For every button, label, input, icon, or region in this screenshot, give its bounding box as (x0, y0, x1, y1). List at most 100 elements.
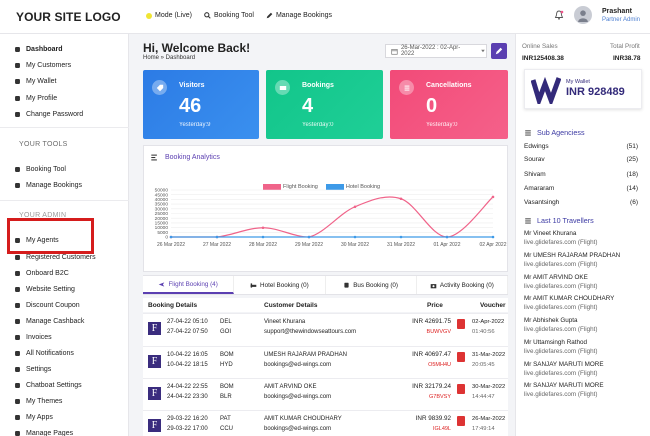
chart-legend: Flight Booking Hotel Booking (263, 184, 380, 190)
user-menu[interactable]: Prashant Partner Admin (602, 7, 640, 24)
list-item[interactable]: Mr AMIT KUMAR CHOUDHARY live.glidefares.c… (524, 294, 614, 312)
list-item[interactable]: Mr Abhishek Gupta live.glidefares.com (Fl… (524, 316, 598, 334)
sidebar-item-my-apps[interactable]: My Apps (14, 412, 53, 422)
data-point[interactable] (261, 235, 265, 239)
customer-email: support@thewindowseattours.com (264, 329, 357, 335)
sidebar-item-chatboat-settings[interactable]: Chatboat Settings (14, 380, 82, 390)
tab-flight-booking[interactable]: Flight Booking (4) (143, 276, 235, 294)
pdf-icon[interactable] (457, 384, 465, 394)
sidebar-item-registered-customers[interactable]: Registered Customers (14, 252, 96, 262)
data-point[interactable] (353, 205, 357, 209)
data-point[interactable] (399, 197, 403, 201)
pnr-code[interactable]: O5MH4U (428, 362, 451, 368)
data-point[interactable] (215, 235, 219, 239)
mode-live-toggle[interactable]: Mode (Live) (146, 12, 192, 19)
pnr-code[interactable]: IGL49L (432, 426, 451, 432)
sidebar-item-invoices[interactable]: Invoices (14, 332, 52, 342)
tab-activity-booking[interactable]: Activity Booking (0) (417, 276, 508, 294)
sidebar-item-manage-pages[interactable]: Manage Pages (14, 428, 73, 436)
booking-price: INR 9839.92 (415, 415, 451, 422)
legend-hotel[interactable]: Hotel Booking (325, 184, 380, 190)
bell-icon[interactable] (554, 10, 564, 20)
pdf-icon[interactable] (457, 319, 465, 329)
breadcrumb[interactable]: Home » Dashboard (143, 55, 196, 61)
data-point[interactable] (445, 235, 449, 239)
wallet-card[interactable]: My Wallet INR 928489 (524, 69, 642, 109)
avatar[interactable] (573, 6, 592, 24)
table-row[interactable]: F 24-04-22 22:55 24-04-22 23:30 BOM BLR AMIT … (143, 378, 508, 411)
data-point[interactable] (307, 235, 311, 239)
sidebar-item-dashboard[interactable]: Dashboard (14, 44, 63, 54)
user-name: Prashant (601, 7, 632, 15)
sidebar-item-my-profile[interactable]: My Profile (14, 93, 57, 103)
sidebar-item-onboard-b2c[interactable]: Onboard B2C (14, 268, 69, 278)
sidebar-item-my-wallet[interactable]: My Wallet (14, 76, 56, 86)
booking-tool-link[interactable]: Booking Tool (204, 12, 254, 19)
tab-bus-booking[interactable]: Bus Booking (0) (326, 276, 417, 294)
traveller-site: live.glidefares.com (Flight) (524, 348, 598, 355)
list-item[interactable]: Sourav (25) (524, 156, 638, 163)
table-row[interactable]: F 10-04-22 16:05 10-04-22 18:15 BOM HYD UMESH… (143, 346, 508, 379)
sidebar-item-manage-bookings[interactable]: Manage Bookings (14, 180, 82, 190)
pnr-code[interactable]: BUWVGV (426, 329, 451, 335)
sidebar-item-booking-tool[interactable]: Booking Tool (14, 164, 66, 174)
list-item[interactable]: Edwings (51) (524, 143, 638, 150)
sidebar-item-my-agents[interactable]: My Agents (14, 235, 59, 245)
legend-flight[interactable]: Flight Booking (263, 184, 318, 190)
pnr-code[interactable]: G7BVSY (428, 394, 451, 400)
traveller-name: Mr Vineet Khurana (524, 230, 577, 237)
site-logo[interactable]: YOUR SITE LOGO (16, 10, 121, 24)
data-point[interactable] (399, 235, 403, 239)
tab-hotel-booking[interactable]: Hotel Booking (0) (234, 276, 326, 294)
list-item[interactable]: Mr Vineet Khurana live.glidefares.com (Fl… (524, 229, 598, 247)
pdf-icon[interactable] (457, 416, 465, 426)
origin-code: BOM (220, 352, 234, 358)
destination-code: CCU (220, 426, 233, 432)
data-point[interactable] (491, 195, 495, 199)
sidebar-item-settings[interactable]: Settings (14, 364, 51, 374)
card-label: Cancellations (426, 82, 472, 89)
cancellations-card[interactable]: Cancellations 0 Yesterday:0 (390, 70, 508, 139)
customer-email: bookings@ed-wings.com (264, 394, 332, 400)
sidebar-item-website-setting[interactable]: Website Setting (14, 284, 75, 294)
total-profit-label: Total Profit (610, 43, 640, 50)
data-point[interactable] (169, 235, 173, 239)
list-item[interactable]: Mr SANJAY MARUTI MORE live.glidefares.com… (524, 360, 604, 378)
total-profit-value: INR38.78 (613, 55, 641, 62)
grid-icon (15, 46, 20, 52)
admin-heading: YOUR ADMIN (19, 212, 67, 219)
y-tick-label: 25000 (155, 211, 169, 217)
data-point[interactable] (353, 235, 357, 239)
manage-bookings-link[interactable]: Manage Bookings (266, 12, 332, 19)
sidebar-item-discount-coupon[interactable]: Discount Coupon (14, 300, 80, 310)
users-icon (15, 237, 20, 243)
sidebar-item-manage-cashback[interactable]: Manage Cashback (14, 316, 84, 326)
list-item[interactable]: Mr SANJAY MARUTI MORE live.glidefares.com… (524, 381, 604, 399)
date-range-picker[interactable]: 26-Mar-2022 : 02-Apr-2022 (385, 44, 487, 58)
table-row[interactable]: F 29-03-22 16:20 29-03-22 17:00 PAT CCU AMIT … (143, 410, 508, 436)
y-tick-label: 50000 (155, 188, 169, 194)
list-item[interactable]: Amararam (14) (524, 185, 638, 192)
list-item[interactable]: Mr AMIT ARVIND OKE live.glidefares.com (F… (524, 273, 598, 291)
y-tick-label: 5000 (157, 230, 168, 236)
list-item[interactable]: Shivam (18) (524, 171, 638, 178)
sidebar-item-change-password[interactable]: Change Password (14, 109, 83, 119)
data-point[interactable] (491, 235, 495, 239)
sidebar-item-my-customers[interactable]: My Customers (14, 60, 71, 70)
chat-icon (15, 382, 20, 388)
arrive-datetime: 24-04-22 23:30 (167, 394, 208, 400)
filter-edit-button[interactable] (491, 43, 507, 59)
bookings-card[interactable]: Bookings 4 Yesterday:0 (266, 70, 383, 139)
sidebar-item-my-themes[interactable]: My Themes (14, 396, 62, 406)
list-item[interactable]: Vasantsingh (6) (524, 199, 638, 206)
chevron-down-icon (481, 49, 485, 53)
list-item[interactable]: Mr Uttamsingh Rathod live.glidefares.com … (524, 338, 598, 356)
depart-datetime: 10-04-22 16:05 (167, 352, 208, 358)
table-row[interactable]: F 27-04-22 05:10 27-04-22 07:50 DEL GOI Vinee… (143, 313, 508, 346)
list-item[interactable]: Mr UMESH RAJARAM PRADHAN live.glidefares.… (524, 251, 620, 269)
sidebar-item-all-notifications[interactable]: All Notifications (14, 348, 74, 358)
data-point[interactable] (261, 226, 265, 230)
pdf-icon[interactable] (457, 352, 465, 362)
visitors-card[interactable]: Visitors 46 Yesterday:9 (143, 70, 259, 139)
traveller-site: live.glidefares.com (Flight) (524, 391, 598, 398)
